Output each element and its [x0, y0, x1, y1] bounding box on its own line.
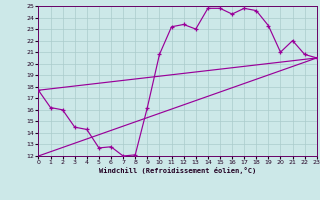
X-axis label: Windchill (Refroidissement éolien,°C): Windchill (Refroidissement éolien,°C) — [99, 167, 256, 174]
